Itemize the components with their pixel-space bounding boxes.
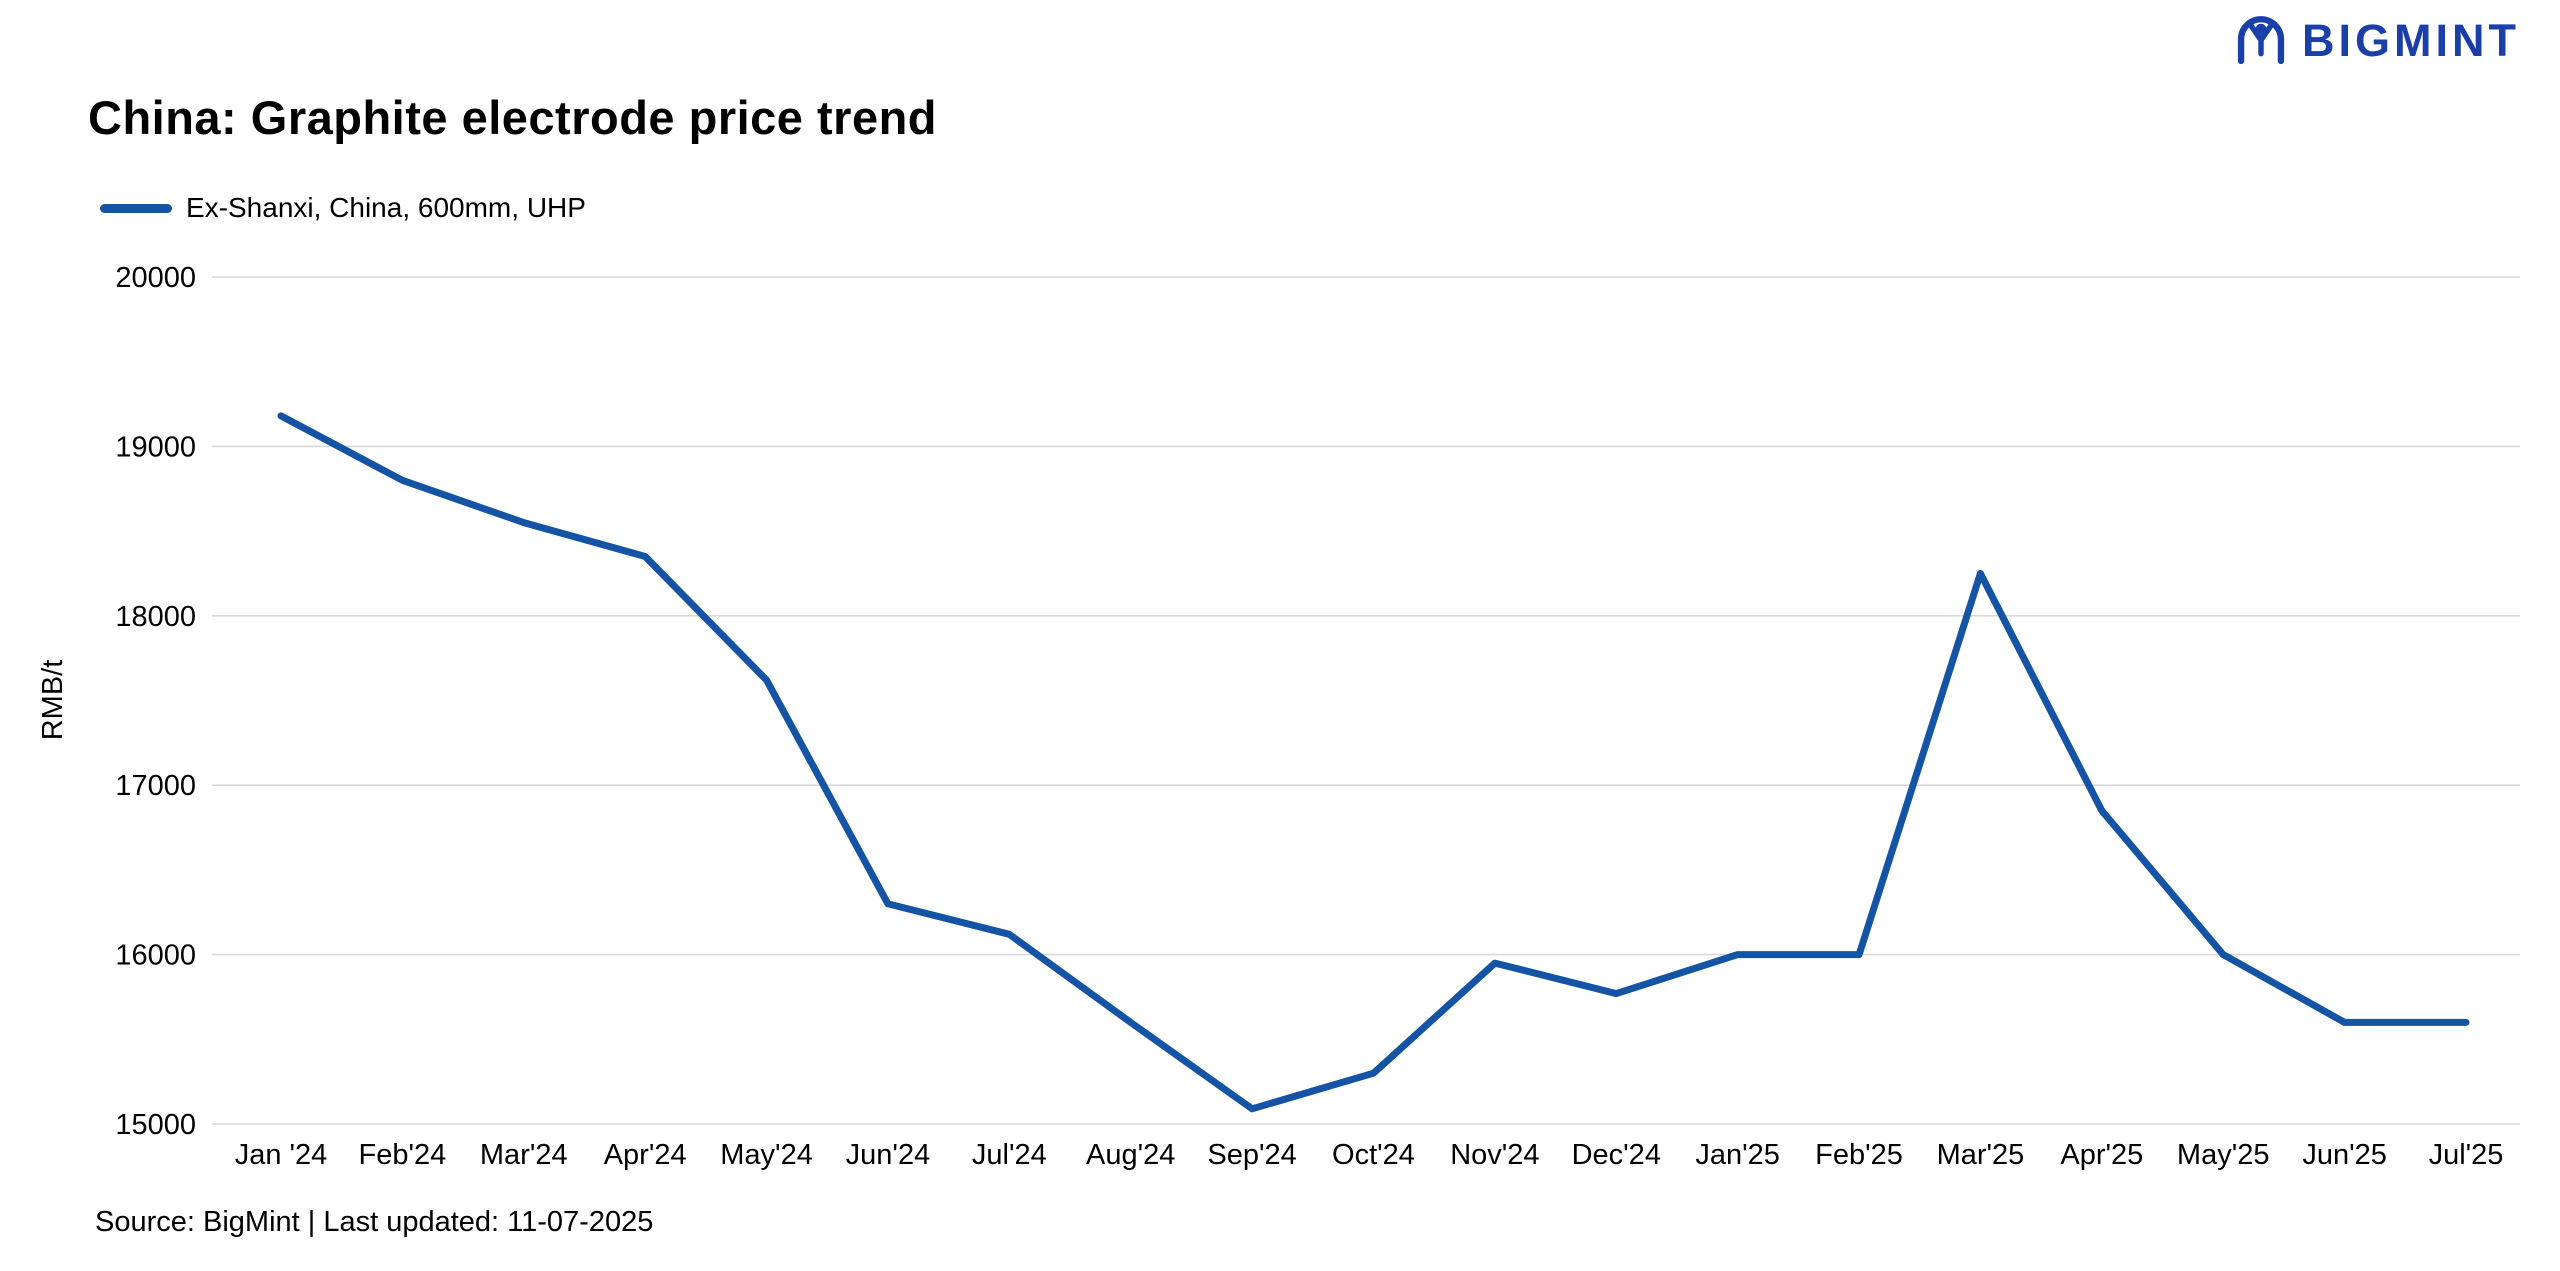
x-tick-label: Jun'25 <box>2302 1139 2387 1171</box>
legend-line-swatch <box>100 203 172 213</box>
legend: Ex-Shanxi, China, 600mm, UHP <box>100 192 586 224</box>
y-tick-label: 16000 <box>115 940 196 972</box>
x-tick-label: Jul'25 <box>2429 1139 2504 1171</box>
x-tick-label: Jun'24 <box>846 1139 931 1171</box>
x-tick-label: Dec'24 <box>1572 1139 1661 1171</box>
source-note: Source: BigMint | Last updated: 11-07-20… <box>95 1206 654 1238</box>
bigmint-logo-text: BIGMINT <box>2302 15 2520 66</box>
y-tick-label: 20000 <box>115 262 196 294</box>
x-tick-label: Feb'24 <box>359 1139 447 1171</box>
x-tick-label: May'25 <box>2177 1139 2270 1171</box>
bigmint-logo: BIGMINT <box>2232 12 2520 70</box>
price-line <box>277 412 2470 1113</box>
x-tick-label: Apr'25 <box>2060 1139 2143 1171</box>
x-tick-label: Feb'25 <box>1815 1139 1903 1171</box>
y-axis-label: RMB/t <box>37 660 69 741</box>
x-tick-label: Nov'24 <box>1450 1139 1539 1171</box>
y-tick-label: 15000 <box>115 1109 196 1141</box>
x-tick-label: Mar'25 <box>1937 1139 2025 1171</box>
x-tick-label: Sep'24 <box>1207 1139 1296 1171</box>
chart-title: China: Graphite electrode price trend <box>88 91 938 144</box>
x-tick-label: Mar'24 <box>480 1139 568 1171</box>
x-tick-label: Apr'24 <box>604 1139 687 1171</box>
x-tick-label: Aug'24 <box>1086 1139 1175 1171</box>
x-tick-label: Jul'24 <box>972 1139 1047 1171</box>
bigmint-logo-icon <box>2237 16 2285 65</box>
x-tick-label: Jan'25 <box>1695 1139 1780 1171</box>
x-tick-label: Jan '24 <box>235 1139 328 1171</box>
x-tick-label: May'24 <box>720 1139 813 1171</box>
legend-label: Ex-Shanxi, China, 600mm, UHP <box>186 192 586 223</box>
y-tick-label: 17000 <box>115 770 196 802</box>
y-tick-label: 19000 <box>115 431 196 463</box>
x-tick-label: Oct'24 <box>1332 1139 1415 1171</box>
y-tick-label: 18000 <box>115 601 196 633</box>
